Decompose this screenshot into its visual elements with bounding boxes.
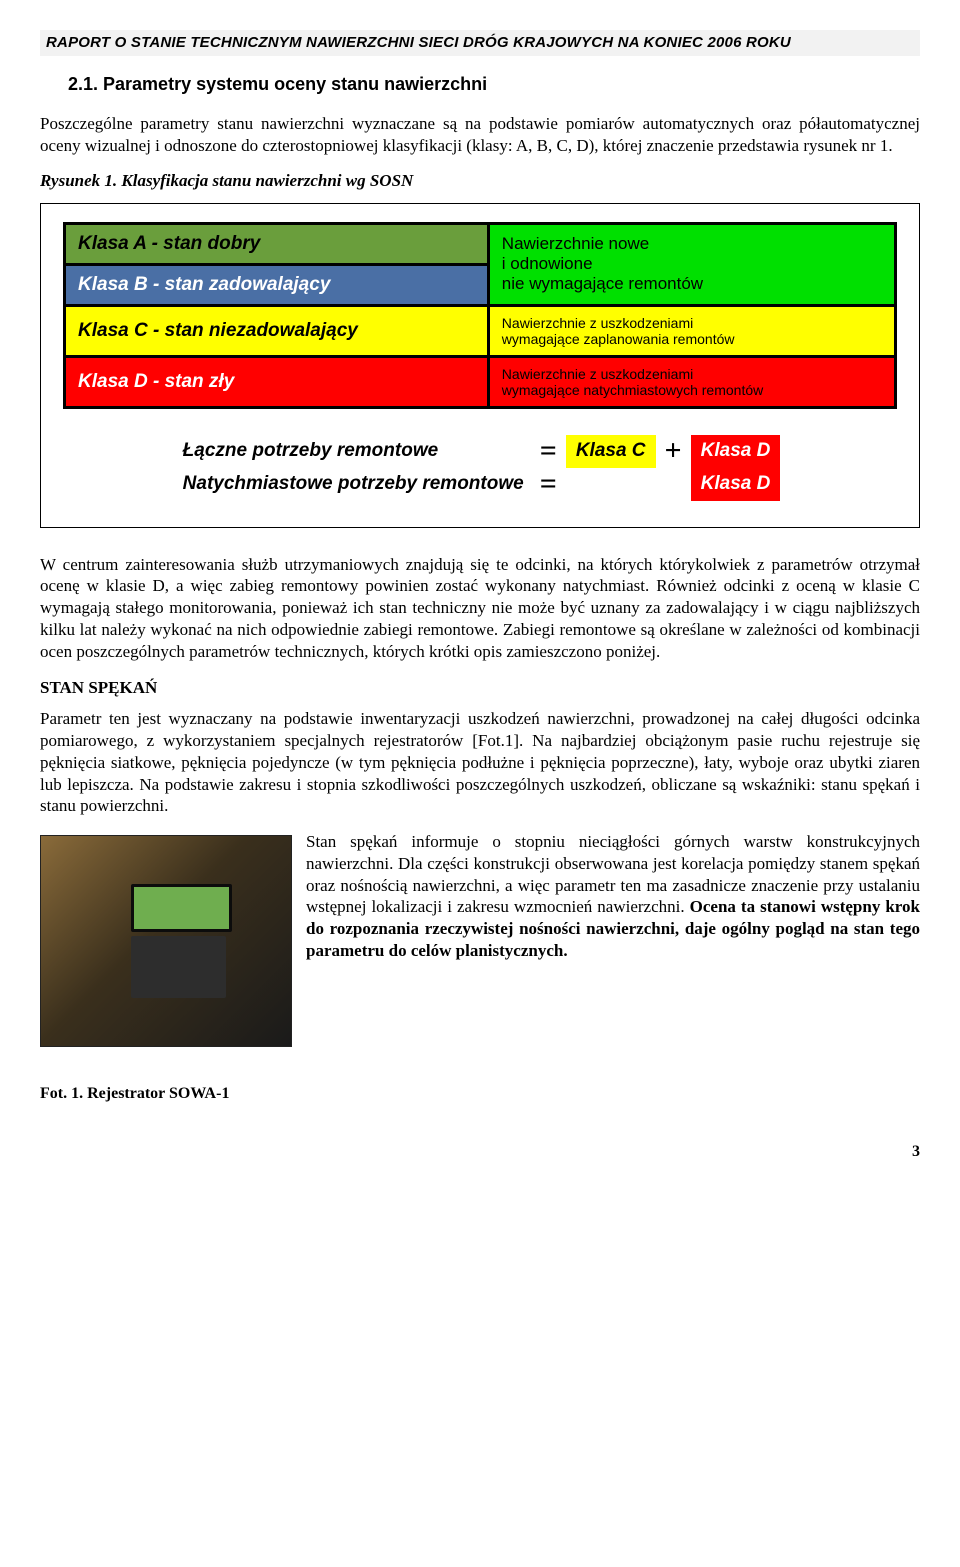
class-c-desc: Nawierzchnie z uszkodzeniami wymagające … bbox=[488, 305, 895, 356]
class-ab-desc-line2: i odnowione bbox=[502, 254, 593, 273]
sowa-1-photo bbox=[40, 835, 292, 1047]
class-c-desc-line1: Nawierzchnie z uszkodzeniami bbox=[502, 315, 693, 331]
center-paragraph: W centrum zainteresowania służb utrzyman… bbox=[40, 554, 920, 663]
equation-row-total: Łączne potrzeby remontowe = Klasa C + Kl… bbox=[177, 435, 784, 468]
class-d-desc-line1: Nawierzchnie z uszkodzeniami bbox=[502, 366, 693, 382]
equations-table: Łączne potrzeby remontowe = Klasa C + Kl… bbox=[177, 435, 784, 501]
classification-table: Klasa A - stan dobry Nawierzchnie nowe i… bbox=[63, 222, 897, 409]
page-number: 3 bbox=[40, 1143, 920, 1161]
eq1-label: Łączne potrzeby remontowe bbox=[177, 435, 534, 468]
class-ab-desc-line3: nie wymagające remontów bbox=[502, 274, 703, 293]
figure-caption: Rysunek 1. Klasyfikacja stanu nawierzchn… bbox=[40, 171, 920, 191]
intro-paragraph: Poszczególne parametry stanu nawierzchni… bbox=[40, 113, 920, 157]
eq1-term2: Klasa D bbox=[688, 435, 784, 468]
document-header: RAPORT O STANIE TECHNICZNYM NAWIERZCHNI … bbox=[40, 30, 920, 56]
photo-and-text-block: Stan spękań informuje o stopniu nieciągł… bbox=[40, 831, 920, 1051]
page: RAPORT O STANIE TECHNICZNYM NAWIERZCHNI … bbox=[0, 0, 960, 1201]
photo-block bbox=[40, 835, 290, 1047]
classification-figure: Klasa A - stan dobry Nawierzchnie nowe i… bbox=[40, 203, 920, 528]
class-b-label: Klasa B - stan zadowalający bbox=[65, 264, 489, 305]
eq1-plus: + bbox=[659, 435, 688, 468]
document-title: RAPORT O STANIE TECHNICZNYM NAWIERZCHNI … bbox=[46, 34, 791, 51]
eq2-term: Klasa D bbox=[688, 468, 784, 501]
device-screen-icon bbox=[131, 884, 232, 932]
class-c-desc-line2: wymagające zaplanowania remontów bbox=[502, 331, 735, 347]
stan-paragraph-1: Parametr ten jest wyznaczany na podstawi… bbox=[40, 708, 920, 817]
eq1-term1: Klasa C bbox=[563, 435, 659, 468]
device-keypad-icon bbox=[131, 936, 226, 998]
class-ab-desc-line1: Nawierzchnie nowe bbox=[502, 234, 649, 253]
class-ab-desc: Nawierzchnie nowe i odnowione nie wymaga… bbox=[488, 223, 895, 305]
class-d-desc-line2: wymagające natychmiastowych remontów bbox=[502, 382, 763, 398]
stan-spekan-heading: STAN SPĘKAŃ bbox=[40, 678, 920, 698]
figure-prefix: Rysunek 1. bbox=[40, 171, 117, 190]
class-d-label: Klasa D - stan zły bbox=[65, 356, 489, 407]
equation-row-immediate: Natychmiastowe potrzeby remontowe = Klas… bbox=[177, 468, 784, 501]
eq2-label: Natychmiastowe potrzeby remontowe bbox=[177, 468, 534, 501]
class-a-label: Klasa A - stan dobry bbox=[65, 223, 489, 264]
class-d-desc: Nawierzchnie z uszkodzeniami wymagające … bbox=[488, 356, 895, 407]
eq2-equals: = bbox=[534, 468, 563, 501]
class-c-label: Klasa C - stan niezadowalający bbox=[65, 305, 489, 356]
figure-caption-text: Klasyfikacja stanu nawierzchni wg SOSN bbox=[121, 171, 413, 190]
section-heading: 2.1. Parametry systemu oceny stanu nawie… bbox=[68, 74, 920, 95]
photo-caption: Fot. 1. Rejestrator SOWA-1 bbox=[40, 1085, 920, 1103]
eq1-equals: = bbox=[534, 435, 563, 468]
